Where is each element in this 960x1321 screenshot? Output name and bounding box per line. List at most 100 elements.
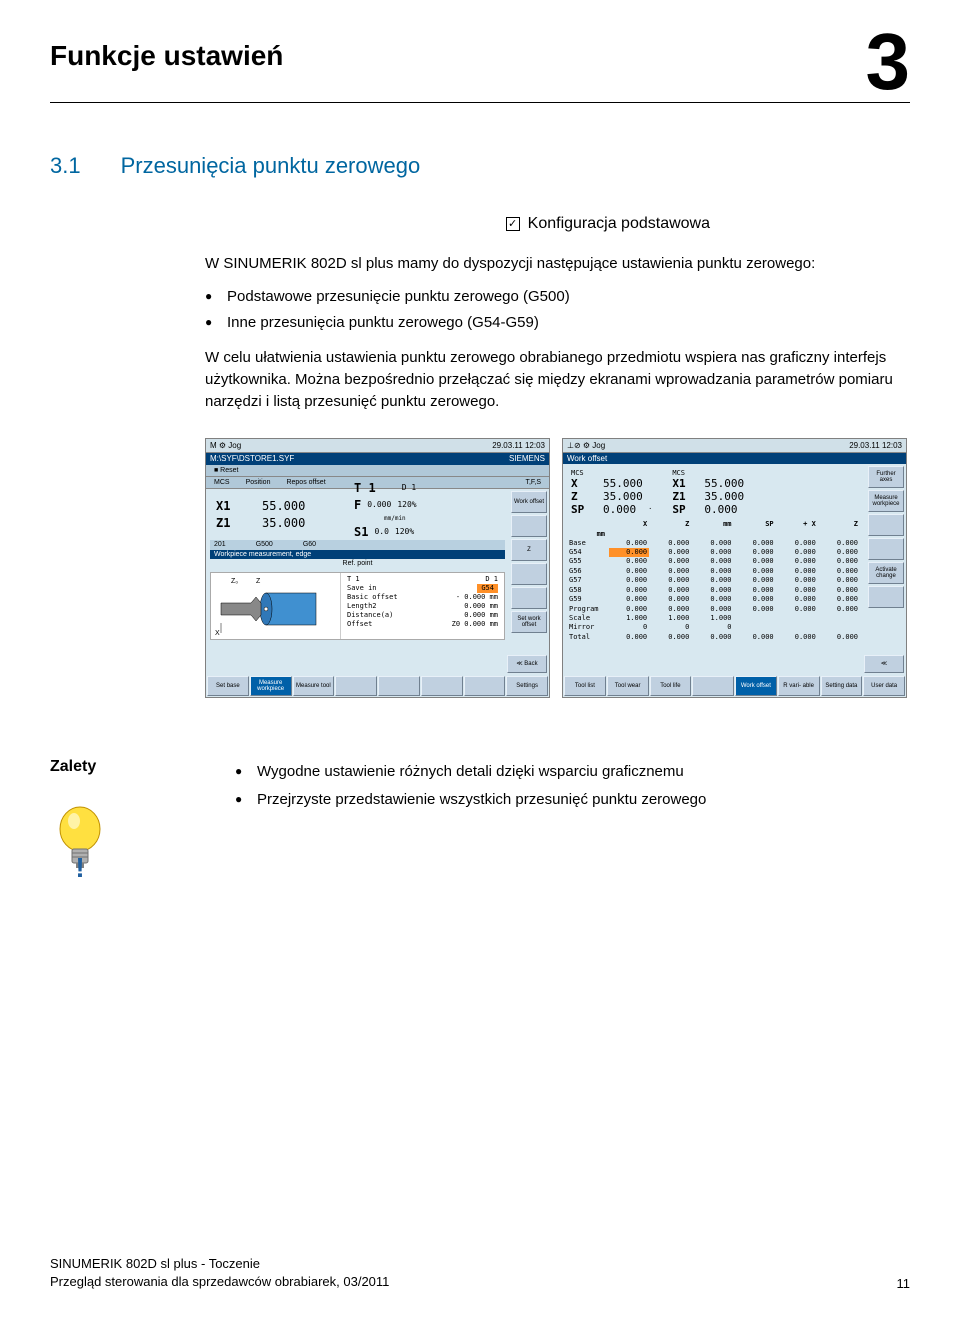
wo-cell[interactable]: 0.000 (609, 548, 649, 557)
wo-cell[interactable]: 0.000 (778, 548, 818, 557)
back-button-b[interactable]: ≪ (864, 655, 904, 673)
wo-cell[interactable]: 0.000 (778, 557, 818, 566)
back-button[interactable]: ≪ Back (507, 655, 547, 673)
wo-cell[interactable]: 0.000 (651, 595, 691, 604)
wo-cell[interactable]: 0 (693, 623, 733, 632)
wo-cell[interactable]: 0.000 (693, 633, 733, 642)
wo-cell[interactable]: 0.000 (651, 633, 691, 642)
side-activate[interactable]: Activate change (868, 562, 904, 584)
wo-cell[interactable]: 0.000 (651, 539, 691, 548)
side-btn-z[interactable]: Z (511, 539, 547, 561)
wo-cell[interactable]: 1.000 (693, 614, 733, 623)
side-measure-wp[interactable]: Measure workpiece (868, 490, 904, 512)
wo-cell[interactable]: 0.000 (736, 586, 776, 595)
wo-cell[interactable]: 0.000 (778, 539, 818, 548)
wo-cell[interactable] (778, 623, 818, 632)
wo-cell[interactable]: 0.000 (693, 567, 733, 576)
btm-settings[interactable]: Settings (506, 676, 548, 696)
wo-cell[interactable]: 0.000 (736, 567, 776, 576)
side-btn-empty[interactable] (511, 587, 547, 609)
side-empty[interactable] (868, 538, 904, 560)
side-btn-set-work[interactable]: Set work offset (511, 611, 547, 633)
wo-cell[interactable]: 0.000 (820, 567, 860, 576)
wo-cell[interactable]: 0.000 (609, 557, 649, 566)
wo-cell[interactable]: 1.000 (651, 614, 691, 623)
btm-measure-tool[interactable]: Measure tool (293, 676, 335, 696)
wo-cell[interactable]: 0.000 (609, 576, 649, 585)
wo-cell[interactable]: 0.000 (693, 605, 733, 614)
wo-cell[interactable]: 0.000 (609, 539, 649, 548)
btm-rvar[interactable]: R vari- able (778, 676, 820, 696)
wo-cell[interactable]: 0.000 (778, 633, 818, 642)
wo-cell[interactable]: 0.000 (778, 595, 818, 604)
wo-cell[interactable]: 0.000 (651, 605, 691, 614)
btm-work-offset[interactable]: Work offset (735, 676, 777, 696)
btm-set-base[interactable]: Set base (207, 676, 249, 696)
wo-cell[interactable]: 1.000 (609, 614, 649, 623)
wo-cell[interactable]: 0.000 (693, 548, 733, 557)
wo-cell[interactable]: 0.000 (651, 576, 691, 585)
btm-user-data[interactable]: User data (863, 676, 905, 696)
wo-cell[interactable]: 0.000 (820, 586, 860, 595)
wo-cell[interactable]: 0.000 (736, 605, 776, 614)
wo-cell[interactable]: 0.000 (651, 557, 691, 566)
wo-cell[interactable]: 0.000 (820, 595, 860, 604)
wo-cell[interactable]: 0.000 (609, 605, 649, 614)
wo-cell[interactable]: 0.000 (820, 539, 860, 548)
section-header: 3.1 Przesunięcia punktu zerowego (50, 153, 910, 179)
side-btn-empty[interactable] (511, 563, 547, 585)
side-btn-work-offset[interactable]: Work offset (511, 491, 547, 513)
wo-cell[interactable]: 0 (609, 623, 649, 632)
wo-cell[interactable]: 0.000 (693, 576, 733, 585)
btm-empty[interactable] (464, 676, 506, 696)
btm-tool-life[interactable]: Tool life (650, 676, 692, 696)
wo-cell[interactable]: 0.000 (736, 576, 776, 585)
wo-cell[interactable] (778, 614, 818, 623)
btm-empty[interactable] (692, 676, 734, 696)
wo-cell[interactable]: 0.000 (820, 633, 860, 642)
wo-cell[interactable]: 0.000 (736, 539, 776, 548)
btm-empty[interactable] (335, 676, 377, 696)
wo-cell[interactable]: 0.000 (609, 595, 649, 604)
btm-tool-list[interactable]: Tool list (564, 676, 606, 696)
wo-cell[interactable]: 0.000 (820, 548, 860, 557)
wo-cell[interactable]: 0.000 (609, 633, 649, 642)
wo-cell[interactable]: 0.000 (651, 586, 691, 595)
wo-cell[interactable]: 0.000 (820, 605, 860, 614)
ax-dot: . (648, 503, 652, 516)
btm-empty[interactable] (421, 676, 463, 696)
savein-val[interactable]: G54 (477, 584, 498, 593)
wo-cell[interactable]: 0.000 (693, 595, 733, 604)
btm-tool-wear[interactable]: Tool wear (607, 676, 649, 696)
side-btn-empty[interactable] (511, 515, 547, 537)
wo-cell[interactable] (820, 614, 860, 623)
wo-cell[interactable]: 0 (651, 623, 691, 632)
side-further-axes[interactable]: Further axes (868, 466, 904, 488)
wo-cell[interactable]: 0.000 (736, 595, 776, 604)
axis-z1-val: 35.000 (262, 516, 305, 530)
wo-cell[interactable]: 0.000 (609, 586, 649, 595)
btm-setting-data[interactable]: Setting data (821, 676, 863, 696)
wo-cell[interactable]: 0.000 (778, 586, 818, 595)
wo-cell[interactable]: 0.000 (651, 567, 691, 576)
wo-cell[interactable] (736, 614, 776, 623)
btm-empty[interactable] (378, 676, 420, 696)
wo-cell[interactable]: 0.000 (778, 576, 818, 585)
wo-cell[interactable]: 0.000 (820, 557, 860, 566)
wo-cell[interactable]: 0.000 (693, 557, 733, 566)
wo-cell[interactable] (736, 623, 776, 632)
wo-cell[interactable]: 0.000 (778, 567, 818, 576)
wo-cell[interactable]: 0.000 (651, 548, 691, 557)
wo-cell[interactable] (820, 623, 860, 632)
wo-cell[interactable]: 0.000 (778, 605, 818, 614)
wo-cell[interactable]: 0.000 (609, 567, 649, 576)
wo-cell[interactable]: 0.000 (820, 576, 860, 585)
wo-cell[interactable]: 0.000 (736, 548, 776, 557)
side-empty[interactable] (868, 514, 904, 536)
btm-measure-wp[interactable]: Measure workpiece (250, 676, 292, 696)
wo-cell[interactable]: 0.000 (736, 633, 776, 642)
wo-cell[interactable]: 0.000 (693, 586, 733, 595)
side-empty[interactable] (868, 586, 904, 608)
wo-cell[interactable]: 0.000 (693, 539, 733, 548)
wo-cell[interactable]: 0.000 (736, 557, 776, 566)
